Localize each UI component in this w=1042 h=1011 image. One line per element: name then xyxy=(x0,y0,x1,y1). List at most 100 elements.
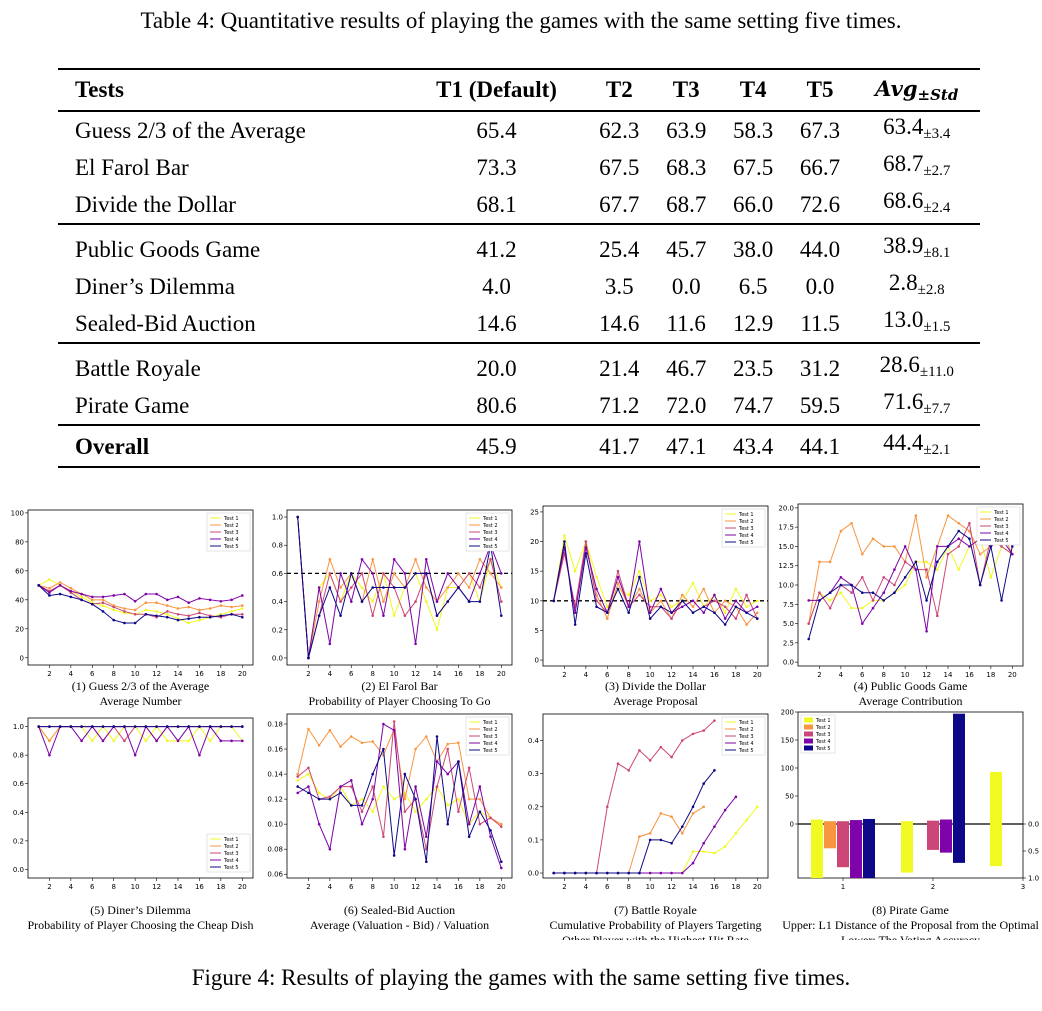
cell-t1: 80.6 xyxy=(407,387,586,426)
data-point xyxy=(424,600,428,603)
data-point xyxy=(818,560,821,564)
data-point xyxy=(457,741,460,745)
legend-label: Test 5 xyxy=(993,538,1009,544)
data-point xyxy=(627,769,631,772)
data-point xyxy=(219,725,223,728)
data-point xyxy=(723,623,727,626)
row-name: Diner’s Dilemma xyxy=(75,274,235,299)
data-point xyxy=(382,600,385,603)
data-point xyxy=(187,614,191,618)
data-point xyxy=(187,621,191,625)
legend-label: Test 3 xyxy=(482,530,498,536)
x-tick-label: 6 xyxy=(605,671,610,679)
data-point xyxy=(807,622,811,625)
data-point xyxy=(489,558,492,561)
data-point xyxy=(648,599,652,603)
data-point xyxy=(595,587,598,591)
plot-frame xyxy=(286,509,513,666)
x-tick-label: 14 xyxy=(944,671,953,679)
avg-value: 63.4 xyxy=(883,114,924,139)
data-point xyxy=(839,591,843,595)
data-point xyxy=(155,725,158,728)
data-point xyxy=(317,822,321,826)
data-point xyxy=(307,785,310,788)
data-point xyxy=(403,614,407,617)
data-point xyxy=(680,825,684,828)
data-point xyxy=(860,552,864,556)
cell-avg: 28.6±11.0 xyxy=(854,343,980,387)
series-line-test-5 xyxy=(553,541,758,626)
cell-t1: 41.2 xyxy=(476,237,517,262)
data-point xyxy=(296,785,300,788)
legend-label: Test 5 xyxy=(738,540,754,546)
data-point xyxy=(734,587,738,591)
data-point xyxy=(691,850,695,853)
data-point xyxy=(702,729,706,732)
data-point xyxy=(317,791,321,795)
data-point xyxy=(457,572,460,575)
cell-t5: 59.5 xyxy=(786,387,854,426)
data-point xyxy=(176,612,180,616)
data-point xyxy=(414,810,417,813)
data-point xyxy=(659,838,663,842)
x-tick-label: 14 xyxy=(433,883,442,891)
x-tick-label: 2 xyxy=(47,670,51,678)
data-point xyxy=(978,552,982,556)
data-point xyxy=(627,593,631,597)
legend-label: Test 1 xyxy=(738,512,754,518)
data-point xyxy=(616,575,620,579)
y-tick-label: 5.0 xyxy=(783,620,794,628)
cell-t4: 38.0 xyxy=(733,237,774,262)
table-caption: Table 4: Quantitative results of playing… xyxy=(140,8,902,33)
data-point xyxy=(208,607,212,610)
data-point xyxy=(648,617,652,620)
data-point xyxy=(723,611,727,614)
data-point xyxy=(230,739,233,743)
x-tick-label: 16 xyxy=(195,670,204,678)
data-point xyxy=(360,804,364,807)
y-right-tick-label: 0.0 xyxy=(1028,821,1039,829)
x-tick-label: 18 xyxy=(475,883,484,891)
chart-caption: (1) Guess 2/3 of the Average xyxy=(72,679,209,693)
data-point xyxy=(446,747,450,751)
data-point xyxy=(349,779,353,782)
data-point xyxy=(208,739,212,743)
data-point xyxy=(702,605,706,609)
data-point xyxy=(328,847,332,851)
data-point xyxy=(713,599,716,603)
legend-label: Test 4 xyxy=(815,739,831,745)
data-point xyxy=(478,797,482,801)
data-point xyxy=(1010,545,1014,548)
data-point xyxy=(187,605,191,609)
data-point xyxy=(349,735,353,738)
data-point xyxy=(638,835,641,838)
data-point xyxy=(457,586,460,589)
data-point xyxy=(198,608,201,612)
x-tick-label: 12 xyxy=(667,883,676,891)
cell-avg: 2.8±2.8 xyxy=(854,268,980,305)
std-value: ±2.1 xyxy=(923,441,951,458)
data-point xyxy=(317,614,321,617)
data-point xyxy=(360,586,364,589)
data-point xyxy=(446,772,450,776)
data-point xyxy=(90,602,94,606)
data-point xyxy=(48,578,51,581)
data-point xyxy=(403,572,407,575)
data-point xyxy=(616,569,620,573)
data-point xyxy=(755,599,759,603)
data-point xyxy=(58,592,62,596)
chart-caption: Average (Valuation - Bid) / Valuation xyxy=(310,918,489,932)
y-tick-label: 10 xyxy=(530,597,539,605)
data-point xyxy=(734,795,738,799)
data-point xyxy=(807,637,811,641)
data-point xyxy=(382,614,385,617)
y-tick-label: 200 xyxy=(781,709,794,717)
legend-label: Test 2 xyxy=(738,727,754,733)
legend-label: Test 4 xyxy=(223,858,239,864)
y-tick-label: 0.10 xyxy=(267,821,283,829)
x-tick-label: 10 xyxy=(390,883,399,891)
data-point xyxy=(563,540,566,543)
data-point xyxy=(198,725,201,728)
data-point xyxy=(734,605,738,609)
